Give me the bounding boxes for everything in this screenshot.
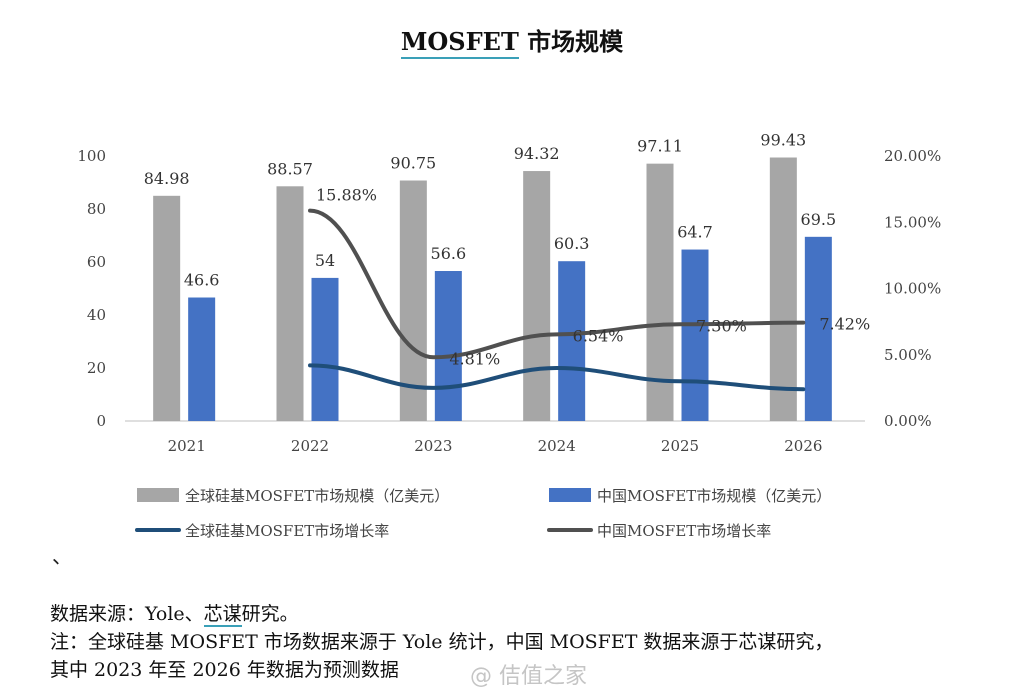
stray-mark: 、	[52, 544, 72, 568]
chart-title-suffix: 市场规模	[518, 27, 624, 56]
note-line-2: 其中 2023 年至 2026 年数据为预测数据	[50, 659, 399, 681]
x-tick-label: 2023	[414, 437, 452, 455]
source-suffix: 研究。	[241, 603, 299, 625]
bar-data-label: 56.6	[431, 244, 467, 263]
bar-data-label: 60.3	[554, 234, 590, 253]
legend-swatch	[549, 488, 591, 502]
bar	[434, 271, 462, 421]
y-right-tick-label: 10.00%	[884, 280, 941, 298]
line-data-label: 7.30%	[696, 316, 747, 335]
y-left-tick-label: 60	[87, 253, 106, 271]
line-data-label: 4.81%	[449, 349, 500, 368]
y-right-tick-label: 5.00%	[884, 346, 932, 364]
x-tick-label: 2026	[784, 437, 822, 455]
bar	[311, 277, 339, 421]
legend-swatch	[137, 488, 179, 502]
bar-data-label: 90.75	[390, 154, 436, 173]
growth-line	[308, 208, 806, 360]
y-right-tick-label: 15.00%	[884, 213, 941, 231]
y-left-tick-label: 100	[77, 147, 106, 165]
bar	[188, 297, 216, 421]
x-tick-label: 2025	[661, 437, 699, 455]
y-left-tick-label: 20	[87, 359, 106, 377]
x-tick-label: 2024	[538, 437, 576, 455]
line-data-label: 15.88%	[316, 186, 377, 205]
bar	[804, 236, 832, 421]
chart-title: MOSFET 市场规模	[0, 22, 1024, 59]
x-tick-label: 2022	[291, 437, 329, 455]
chart-svg: 0 20 40 60 80 100 0.00% 5.00% 10.00% 15.00% 20.00%…	[77, 131, 941, 540]
bar	[276, 186, 304, 421]
bar-data-label: 69.5	[801, 210, 837, 229]
note-line-1: 注：全球硅基 MOSFET 市场数据来源于 Yole 统计，中国 MOSFET …	[50, 631, 834, 653]
y-right-tick-label: 0.00%	[884, 412, 932, 430]
bar-data-label: 54	[315, 251, 335, 270]
bar-data-label: 46.6	[184, 271, 220, 290]
bar-data-label: 64.7	[677, 223, 713, 242]
legend-label: 全球硅基MOSFET市场规模（亿美元）	[185, 487, 449, 505]
legend-label: 全球硅基MOSFET市场增长率	[185, 522, 389, 540]
bar-data-label: 88.57	[267, 159, 313, 178]
bar	[523, 171, 551, 421]
bar	[153, 195, 181, 421]
bar-data-label: 99.43	[760, 131, 806, 150]
legend-label: 中国MOSFET市场增长率	[597, 522, 771, 540]
bar-data-label: 94.32	[514, 144, 560, 163]
y-right-tick-label: 20.00%	[884, 147, 941, 165]
notes: 数据来源：Yole、芯谋研究。 注：全球硅基 MOSFET 市场数据来源于 Yo…	[50, 600, 833, 684]
watermark: @ 佶值之家	[470, 664, 587, 689]
y-left-tick-label: 80	[87, 200, 106, 218]
line-data-label: 7.42%	[819, 315, 870, 334]
bar-data-label: 97.11	[637, 137, 683, 156]
growth-line	[308, 363, 806, 392]
bar-data-label: 84.98	[144, 169, 190, 188]
bar	[769, 157, 797, 421]
source-prefix: 数据来源：Yole、	[50, 603, 204, 625]
y-left-tick-label: 40	[87, 306, 106, 324]
bar	[399, 180, 427, 421]
bar	[681, 249, 709, 421]
source-line: 数据来源：Yole、芯谋研究。	[50, 600, 833, 628]
legend-label: 中国MOSFET市场规模（亿美元）	[597, 487, 831, 505]
x-tick-label: 2021	[168, 437, 206, 455]
source-link[interactable]: 芯谋	[203, 603, 242, 627]
bar	[558, 261, 586, 421]
line-data-label: 6.54%	[573, 326, 624, 345]
chart-title-prefix: MOSFET	[400, 27, 519, 59]
y-left-tick-label: 0	[96, 412, 106, 430]
